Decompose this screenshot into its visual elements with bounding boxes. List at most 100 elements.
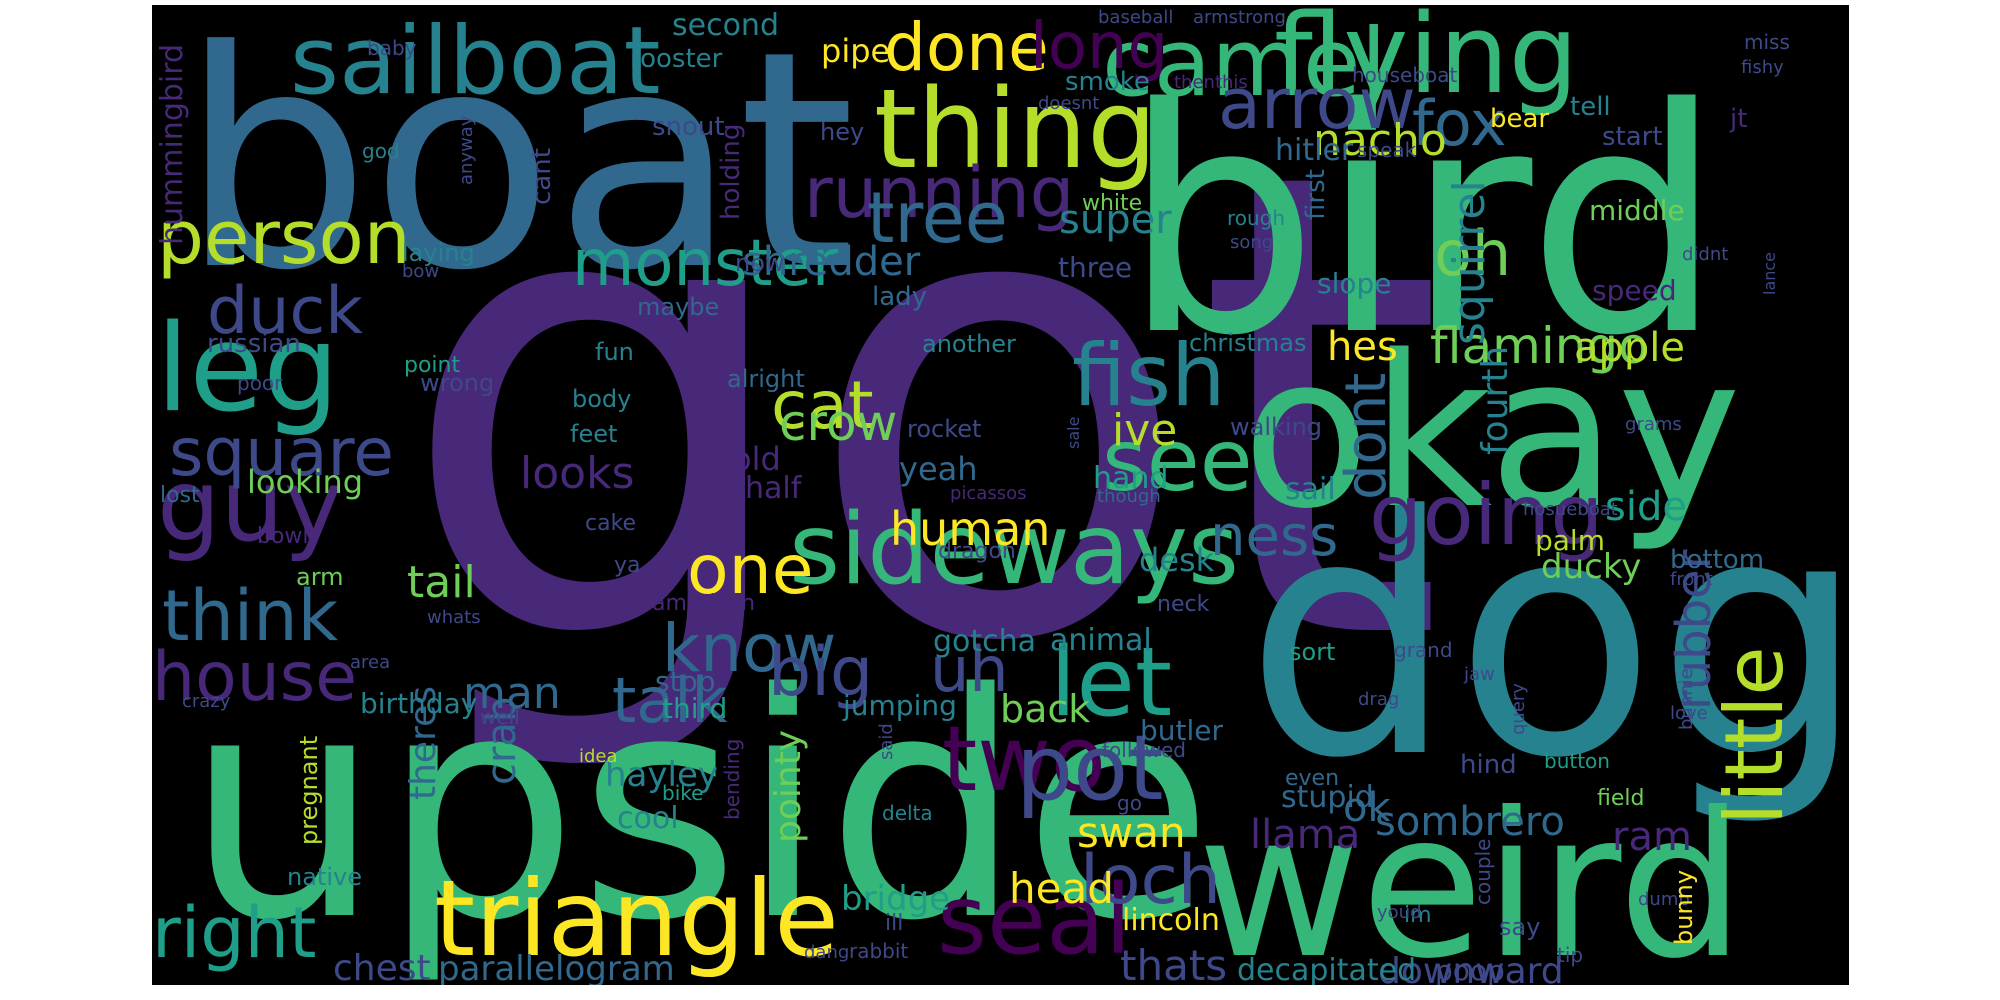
word-one: one: [687, 531, 814, 610]
word-ill: ill: [885, 911, 903, 936]
word-yeah: yeah: [899, 450, 978, 488]
word-leg: leg: [156, 300, 339, 439]
word-rubber: rubber: [1666, 549, 1722, 710]
word-third: third: [662, 692, 727, 725]
word-dont: dont: [1334, 373, 1399, 500]
word-boat: boat: [180, 5, 855, 336]
word-man: man: [463, 668, 561, 719]
word-right: right: [152, 892, 316, 974]
word-god: god: [362, 139, 400, 163]
word-tree: tree: [867, 177, 1008, 259]
word-hitler: hitler: [1275, 133, 1354, 168]
word-picassos: picassos: [950, 483, 1027, 504]
word-hosueboat: hosueboat: [1523, 499, 1618, 520]
word-half: half: [745, 471, 803, 506]
word-theres: theres: [403, 686, 444, 800]
word-sail: sail: [1285, 472, 1336, 507]
word-nacho: nacho: [1313, 115, 1447, 166]
word-ok: ok: [1343, 785, 1391, 831]
word-desk: desk: [1139, 541, 1215, 579]
word-got: got: [397, 36, 1446, 781]
word-couple: couple: [1471, 839, 1495, 905]
word-uh: uh: [930, 633, 1009, 706]
word-bending: bending: [720, 739, 744, 820]
word-baseball: baseball: [1098, 7, 1173, 28]
word-stupid: stupid: [1281, 780, 1374, 815]
word-two: two: [942, 707, 1106, 812]
word-laying: laying: [402, 239, 475, 267]
word-fun: fun: [595, 338, 634, 366]
word-russian: russian: [207, 329, 301, 359]
word-said: said: [876, 723, 897, 760]
word-know: know: [662, 610, 836, 687]
word-grand: grand: [1394, 638, 1453, 662]
word-native: native: [287, 863, 362, 891]
word-house: house: [152, 638, 357, 717]
word-poop: poop: [1435, 954, 1505, 985]
word-field: field: [1597, 786, 1644, 811]
word-miss: miss: [1744, 30, 1790, 54]
word-tail: tail: [407, 557, 476, 608]
word-let: let: [1050, 628, 1172, 738]
word-hummingbird: hummingbird: [155, 44, 190, 245]
word-bowl: bowl: [257, 524, 309, 549]
word-person: person: [157, 195, 411, 281]
word-middle: middle: [1589, 194, 1685, 227]
word-now: now: [735, 249, 785, 277]
word-sideways: sideways: [789, 493, 1239, 607]
word-see: see: [1102, 411, 1253, 511]
word-lance: lance: [1760, 252, 1779, 295]
word-body: body: [572, 385, 631, 413]
word-guy: guy: [157, 447, 343, 564]
word-going: going: [1369, 466, 1604, 564]
word-bunnie: bunnie: [1676, 668, 1697, 730]
word-triangle: triangle: [434, 858, 839, 980]
word-area: area: [350, 652, 390, 673]
word-speak: speak: [1357, 138, 1417, 162]
word-back: back: [1000, 687, 1090, 731]
word-human: human: [890, 502, 1050, 556]
word-long: long: [1030, 10, 1168, 84]
word-seal: seal: [937, 864, 1132, 976]
word-thats: thats: [1120, 941, 1227, 985]
word-whats: whats: [427, 607, 481, 628]
word-drag: drag: [1358, 689, 1399, 710]
word-ram: ram: [1612, 814, 1692, 860]
word-parallelogram: parallelogram: [438, 949, 675, 985]
word-hes: hes: [1327, 324, 1398, 370]
word-hayley: hayley: [605, 755, 718, 795]
word-downward: downward: [1378, 951, 1564, 985]
word-love: love: [1670, 703, 1708, 724]
word-hey: hey: [820, 118, 864, 146]
word-crab: crab: [479, 697, 525, 785]
word-okay: okay: [1242, 310, 1741, 555]
word-sombrero: sombrero: [1375, 799, 1565, 845]
word-jt: jt: [1729, 104, 1747, 134]
word-houseboat: houseboat: [1352, 63, 1458, 87]
word-point: point: [404, 353, 460, 378]
word-maybe: maybe: [637, 293, 719, 321]
word-crazy: crazy: [182, 691, 231, 712]
word-super: super: [1059, 197, 1172, 243]
word-gotcha: gotcha: [933, 624, 1036, 659]
word-upside: upside: [185, 628, 1213, 985]
word-lady: lady: [872, 282, 927, 312]
word-ness: ness: [1210, 504, 1338, 569]
word-go: go: [1117, 791, 1142, 815]
word-slope: slope: [1317, 267, 1392, 300]
word-front: front: [1670, 569, 1713, 590]
word-first: first: [1301, 169, 1331, 220]
word-rooster: rooster: [630, 44, 723, 74]
word-well: well: [480, 705, 520, 729]
word-ducky: ducky: [1541, 547, 1641, 587]
word-baby: baby: [367, 36, 417, 60]
word-cake: cake: [585, 511, 636, 536]
word-jumping: jumping: [842, 689, 957, 722]
word-holding: holding: [716, 124, 746, 220]
word-pointy: pointy: [768, 730, 809, 843]
word-fourth: fourth: [1475, 346, 1516, 455]
word-neck: neck: [1157, 592, 1210, 617]
word-lincoln: lincoln: [1122, 903, 1220, 938]
word-american: american: [652, 591, 755, 616]
word-looks: looks: [520, 448, 634, 499]
